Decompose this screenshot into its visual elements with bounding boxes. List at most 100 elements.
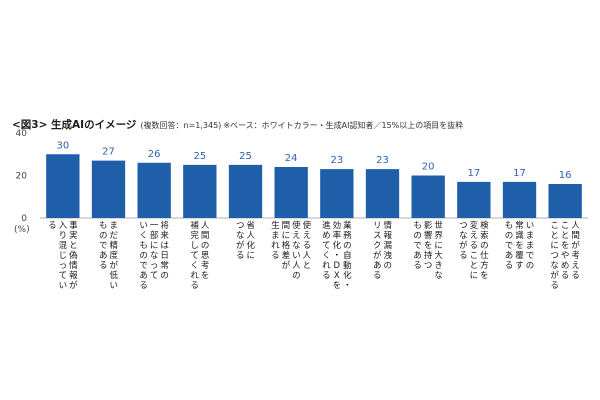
category-char: 大 xyxy=(434,250,443,261)
bar xyxy=(274,167,308,218)
data-label: 25 xyxy=(193,151,206,162)
category-char: 識 xyxy=(515,230,524,241)
category-char: X xyxy=(334,271,340,281)
category-char: に xyxy=(150,241,159,251)
category-char: て xyxy=(59,271,68,281)
category-char: っ xyxy=(59,261,68,271)
data-label: 17 xyxy=(513,168,526,179)
category-char: め xyxy=(322,231,331,241)
category-char: 洩 xyxy=(383,250,392,261)
category-char: 漏 xyxy=(383,240,392,251)
bar-layer xyxy=(46,154,582,218)
category-char: と xyxy=(303,261,312,271)
category-char: す xyxy=(515,261,524,271)
figure-title: <図3> 生成AIのイメージ xyxy=(12,119,137,131)
category-char: る xyxy=(550,281,559,291)
category-char: の xyxy=(480,241,489,251)
category-char: じ xyxy=(59,251,68,261)
category-char: く xyxy=(139,231,148,241)
category-char: を xyxy=(424,241,433,251)
category-char: が xyxy=(109,260,118,271)
category-char: る xyxy=(322,271,331,281)
category-char: 化 xyxy=(333,240,342,251)
category-char: る xyxy=(505,261,514,271)
category-char: 人 xyxy=(292,261,301,271)
category-char: 索 xyxy=(480,230,489,241)
category-char: 部 xyxy=(150,230,159,241)
bar xyxy=(91,160,126,218)
category-char: 常 xyxy=(160,260,169,271)
category-char: の xyxy=(343,241,352,251)
category-char: が xyxy=(373,250,382,261)
category-char: が xyxy=(69,280,78,291)
bar xyxy=(457,181,491,218)
category-char: れ xyxy=(190,271,199,281)
category-char: 入 xyxy=(59,221,68,231)
category-char: ク xyxy=(373,241,382,251)
category-char: あ xyxy=(505,251,514,261)
category-char: 使 xyxy=(292,220,301,231)
axis-layer: 0 20 40 (%) xyxy=(14,129,588,235)
category-char: に xyxy=(434,241,443,251)
category-char: 変 xyxy=(470,220,479,231)
category-char: る xyxy=(271,251,280,261)
category-char: な xyxy=(150,251,159,261)
category-char: も xyxy=(99,221,108,231)
category-char: え xyxy=(303,231,312,241)
category-char: あ xyxy=(373,261,382,271)
data-label: 16 xyxy=(559,170,572,181)
category-char: 界 xyxy=(434,231,443,241)
data-label: 24 xyxy=(285,153,298,164)
category-char: 間 xyxy=(571,231,580,241)
category-char: も xyxy=(139,241,148,251)
category-char: も xyxy=(413,221,422,231)
figure-note: ※ベース：ホワイトカラー・生成AI認知者／15%以上の項目を抜粋 xyxy=(223,121,464,130)
category-char: り xyxy=(59,231,68,241)
category-char: え xyxy=(470,231,479,241)
category-char: 情 xyxy=(69,260,78,271)
category-char: 省 xyxy=(246,220,255,231)
category-char: で xyxy=(413,241,422,251)
bar xyxy=(502,181,537,218)
category-char: 人 xyxy=(303,251,312,261)
category-char: だ xyxy=(109,231,118,241)
category-char: D xyxy=(334,261,341,271)
data-label: 23 xyxy=(330,155,343,166)
data-label: 26 xyxy=(148,149,161,160)
category-char: 思 xyxy=(201,251,210,261)
category-char: と xyxy=(550,231,559,241)
category-char: リ xyxy=(373,221,382,231)
category-char: 間 xyxy=(282,221,291,231)
category-char: 来 xyxy=(160,231,169,241)
bar xyxy=(320,169,354,218)
category-char: つ xyxy=(236,221,245,231)
category-char: 響 xyxy=(424,230,433,241)
data-label: 17 xyxy=(467,168,480,179)
category-char: 低 xyxy=(109,270,118,281)
data-label: 27 xyxy=(102,147,115,158)
y-tick-label: 20 xyxy=(16,172,28,182)
category-char: き xyxy=(434,261,443,271)
category-char: て xyxy=(190,251,199,261)
category-char: 進 xyxy=(322,221,331,231)
category-char: あ xyxy=(99,251,108,261)
category-char: る xyxy=(373,271,382,281)
category-char: の xyxy=(526,261,535,271)
category-char: 使 xyxy=(303,220,312,231)
category-char: 検 xyxy=(480,220,489,231)
category-char: 度 xyxy=(109,250,118,261)
category-char: こ xyxy=(550,221,559,231)
category-char: あ xyxy=(139,271,148,281)
category-char: ま xyxy=(526,231,535,241)
category-char: る xyxy=(571,271,580,281)
category-char: い xyxy=(292,251,301,261)
data-label: 25 xyxy=(239,151,252,162)
bar xyxy=(46,154,80,218)
category-char: っ xyxy=(150,261,159,271)
